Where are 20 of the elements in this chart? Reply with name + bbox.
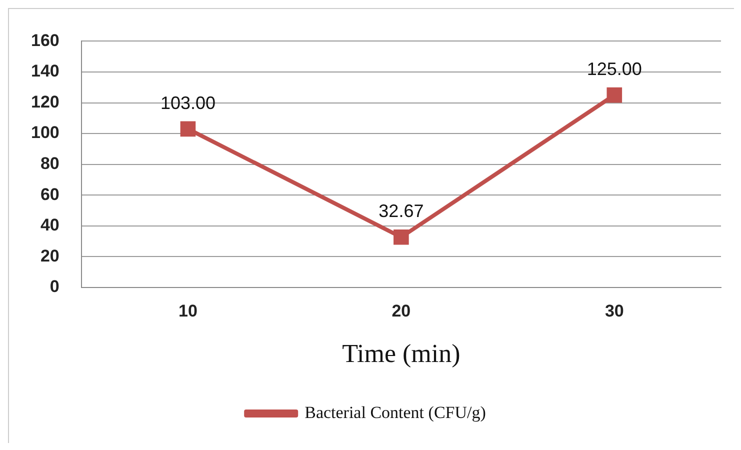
legend-label: Bacterial Content (CFU/g) xyxy=(304,402,486,422)
x-tick-label: 30 xyxy=(604,301,624,320)
point xyxy=(394,229,409,245)
x-axis-title: Time (min) xyxy=(342,339,460,368)
y-tick-label: 60 xyxy=(40,184,60,204)
y-tick-label: 100 xyxy=(30,123,60,142)
y-tick-label: 140 xyxy=(30,62,60,81)
point xyxy=(606,87,622,103)
y-tick-label: 80 xyxy=(40,154,60,173)
y-tick-label: 160 xyxy=(30,30,60,50)
data-label: 125.00 xyxy=(586,59,642,80)
data-label: 103.00 xyxy=(160,92,216,113)
x-tick-label: 10 xyxy=(178,301,198,320)
y-tick-label: 20 xyxy=(40,246,60,266)
y-tick-label: 0 xyxy=(50,277,60,296)
x-tick-label: 20 xyxy=(392,301,411,320)
data-label: 32.67 xyxy=(378,201,424,222)
point xyxy=(180,121,196,137)
y-tick-label: 120 xyxy=(30,92,60,112)
y-tick-label: 40 xyxy=(40,216,60,235)
